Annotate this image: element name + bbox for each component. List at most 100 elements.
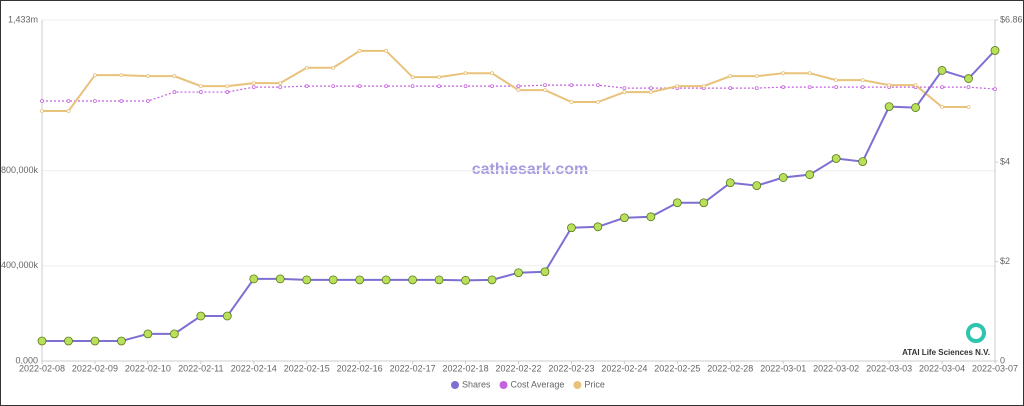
data-point xyxy=(675,84,680,89)
x-tick-label: 2022-02-08 xyxy=(19,363,65,373)
data-point xyxy=(328,275,338,285)
data-point xyxy=(646,212,656,222)
data-point xyxy=(516,84,521,89)
data-point xyxy=(410,75,415,80)
data-point xyxy=(622,90,627,94)
data-point xyxy=(145,99,150,103)
y2-tick-label: 0 xyxy=(1000,355,1005,365)
data-point xyxy=(569,83,574,88)
x-tick-label: 2022-02-28 xyxy=(707,363,753,373)
data-point xyxy=(990,46,1000,55)
legend-marker xyxy=(451,381,459,389)
data-point xyxy=(172,74,177,79)
data-point xyxy=(860,85,865,90)
data-point xyxy=(754,74,759,79)
data-point xyxy=(119,73,124,78)
data-point xyxy=(516,88,521,92)
data-point xyxy=(781,71,786,76)
y-tick-label: 400,000k xyxy=(1,260,39,270)
data-point xyxy=(357,84,362,89)
x-tick-label: 2022-02-15 xyxy=(284,363,330,373)
legend-marker xyxy=(573,381,582,389)
data-point xyxy=(805,170,815,180)
data-point xyxy=(331,65,336,70)
data-point xyxy=(384,48,389,53)
data-point xyxy=(728,74,733,79)
data-point xyxy=(143,329,153,339)
data-point xyxy=(490,71,494,76)
data-point xyxy=(569,100,574,104)
data-point xyxy=(543,88,547,92)
data-point xyxy=(198,90,203,94)
data-point xyxy=(381,275,391,285)
data-point xyxy=(304,84,309,89)
x-tick-label: 2022-02-22 xyxy=(495,363,541,373)
data-point xyxy=(701,84,706,89)
x-tick-label: 2022-03-01 xyxy=(760,363,806,373)
data-point xyxy=(463,84,468,89)
x-tick-label: 2022-02-17 xyxy=(390,363,436,373)
data-point xyxy=(66,109,71,113)
data-point xyxy=(278,85,283,90)
y2-tick-label: $2 xyxy=(1000,256,1010,266)
data-point xyxy=(728,86,733,91)
data-point xyxy=(355,275,365,285)
legend-marker xyxy=(499,381,508,389)
data-point xyxy=(119,99,124,103)
data-point xyxy=(331,84,336,89)
data-point xyxy=(66,99,71,103)
data-point xyxy=(752,181,762,191)
data-point xyxy=(487,275,497,285)
data-point xyxy=(251,81,256,86)
data-point xyxy=(90,336,100,346)
legend-label: Price xyxy=(584,379,605,389)
data-point xyxy=(778,173,788,182)
data-point xyxy=(940,105,944,109)
company-label: ATAI Life Sciences N.V. xyxy=(902,348,990,357)
data-point xyxy=(275,274,285,284)
watermark: cathiesark.com xyxy=(472,161,589,178)
data-point xyxy=(807,71,812,76)
data-point xyxy=(672,198,682,208)
data-point xyxy=(225,90,230,94)
data-point xyxy=(834,85,839,90)
data-point xyxy=(434,275,444,285)
data-point xyxy=(490,84,494,89)
legend-label: Cost Average xyxy=(511,379,565,389)
data-point xyxy=(887,83,892,88)
data-point xyxy=(93,73,97,78)
data-point xyxy=(964,74,973,83)
data-point xyxy=(169,329,179,339)
logo xyxy=(966,323,986,343)
data-point xyxy=(993,87,997,91)
data-point xyxy=(966,85,971,90)
data-point xyxy=(725,178,735,188)
y-tick-label: 1,433m xyxy=(8,14,38,24)
data-point xyxy=(648,86,653,91)
data-point xyxy=(913,83,918,88)
data-point xyxy=(40,99,44,103)
data-point xyxy=(831,154,841,163)
data-point xyxy=(93,99,97,103)
data-point xyxy=(754,86,759,91)
data-point xyxy=(884,102,894,112)
data-point xyxy=(940,85,944,90)
data-point xyxy=(249,274,259,284)
data-point xyxy=(64,336,73,346)
data-point xyxy=(410,84,415,89)
data-point xyxy=(40,109,44,113)
x-tick-label: 2022-02-11 xyxy=(178,363,223,373)
y-tick-label: 800,000k xyxy=(1,165,39,175)
data-point xyxy=(937,66,947,75)
data-point xyxy=(304,65,309,70)
data-point xyxy=(117,336,126,346)
data-point xyxy=(540,267,550,277)
x-tick-label: 2022-03-04 xyxy=(919,363,965,373)
legend-label: Shares xyxy=(462,379,491,389)
y2-tick-label: $4 xyxy=(1000,157,1010,167)
data-point xyxy=(911,103,920,112)
data-point xyxy=(225,84,230,89)
x-tick-label: 2022-02-10 xyxy=(125,363,171,373)
data-point xyxy=(619,213,629,223)
x-tick-label: 2022-02-24 xyxy=(601,363,647,373)
